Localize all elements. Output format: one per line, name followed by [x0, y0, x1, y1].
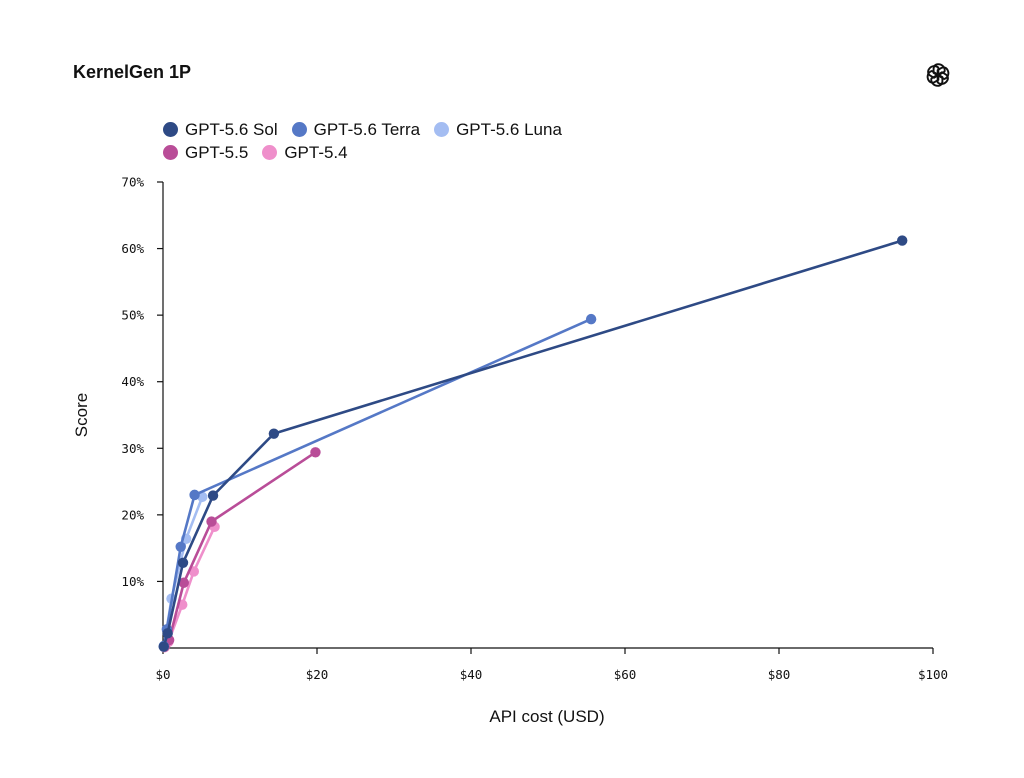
data-point-gpt-5-5: [206, 516, 217, 527]
legend-label: GPT-5.4: [284, 142, 348, 162]
legend-label: GPT-5.6 Sol: [185, 119, 278, 139]
x-tick-label: $100: [918, 667, 948, 682]
legend-label: GPT-5.6 Terra: [313, 119, 421, 139]
y-tick-label: 20%: [121, 507, 144, 522]
legend-row: GPT-5.5 GPT-5.4: [163, 141, 576, 164]
legend-swatch: [163, 145, 178, 160]
x-tick-label: $20: [306, 667, 329, 682]
data-point-gpt-5-5: [310, 447, 321, 458]
series-line-gpt-5-5: [163, 450, 317, 649]
data-point-gpt-5-6-sol: [162, 628, 173, 639]
openai-logo-icon: [924, 61, 952, 89]
legend-item-gpt-5-6-sol: GPT-5.6 Sol: [163, 120, 278, 140]
legend-item-gpt-5-4: GPT-5.4: [262, 142, 348, 163]
data-point-gpt-5-6-sol: [158, 641, 169, 652]
data-point-gpt-5-6-terra: [175, 541, 186, 553]
series-line-gpt-5-6-sol: [162, 239, 904, 649]
data-point-gpt-5-6-sol: [207, 490, 219, 501]
legend-item-gpt-5-5: GPT-5.5: [163, 143, 248, 163]
x-tick-label: $40: [460, 667, 483, 682]
data-point-gpt-5-6-terra: [585, 313, 597, 325]
x-tick-label: $60: [614, 667, 637, 682]
legend-item-gpt-5-6-luna: GPT-5.6 Luna: [434, 120, 562, 140]
legend-label: GPT-5.6 Luna: [456, 119, 562, 139]
data-point-gpt-5-6-terra: [189, 489, 200, 501]
y-tick-label: 50%: [121, 308, 144, 323]
y-tick-label: 10%: [121, 574, 144, 589]
legend-swatch: [262, 145, 278, 160]
legend-swatch: [163, 122, 178, 137]
x-tick-label: $0: [155, 667, 170, 682]
legend-swatch: [434, 122, 450, 137]
data-point-gpt-5-6-sol: [177, 557, 189, 568]
data-point-gpt-5-6-sol: [268, 428, 280, 439]
y-tick-label: 30%: [121, 441, 144, 456]
y-tick-label: 70%: [121, 175, 144, 190]
legend-item-gpt-5-6-terra: GPT-5.6 Terra: [291, 119, 421, 140]
data-point-gpt-5-6-sol: [897, 235, 908, 246]
x-axis-title: API cost (USD): [489, 707, 604, 726]
y-tick-label: 60%: [121, 241, 144, 256]
chart-legend: GPT-5.6 Sol GPT-5.6 Terra GPT-5.6 Luna GPT-…: [163, 118, 576, 164]
y-axis-title: Score: [72, 393, 91, 437]
legend-row: GPT-5.6 Sol GPT-5.6 Terra GPT-5.6 Luna: [163, 118, 576, 141]
data-point-gpt-5-5: [178, 577, 189, 588]
x-tick-label: $80: [768, 667, 791, 682]
legend-swatch: [291, 122, 307, 137]
series-line-gpt-5-6-terra: [162, 317, 593, 648]
y-tick-label: 40%: [121, 374, 144, 389]
legend-label: GPT-5.5: [185, 142, 249, 162]
chart-title: KernelGen 1P: [73, 62, 192, 82]
